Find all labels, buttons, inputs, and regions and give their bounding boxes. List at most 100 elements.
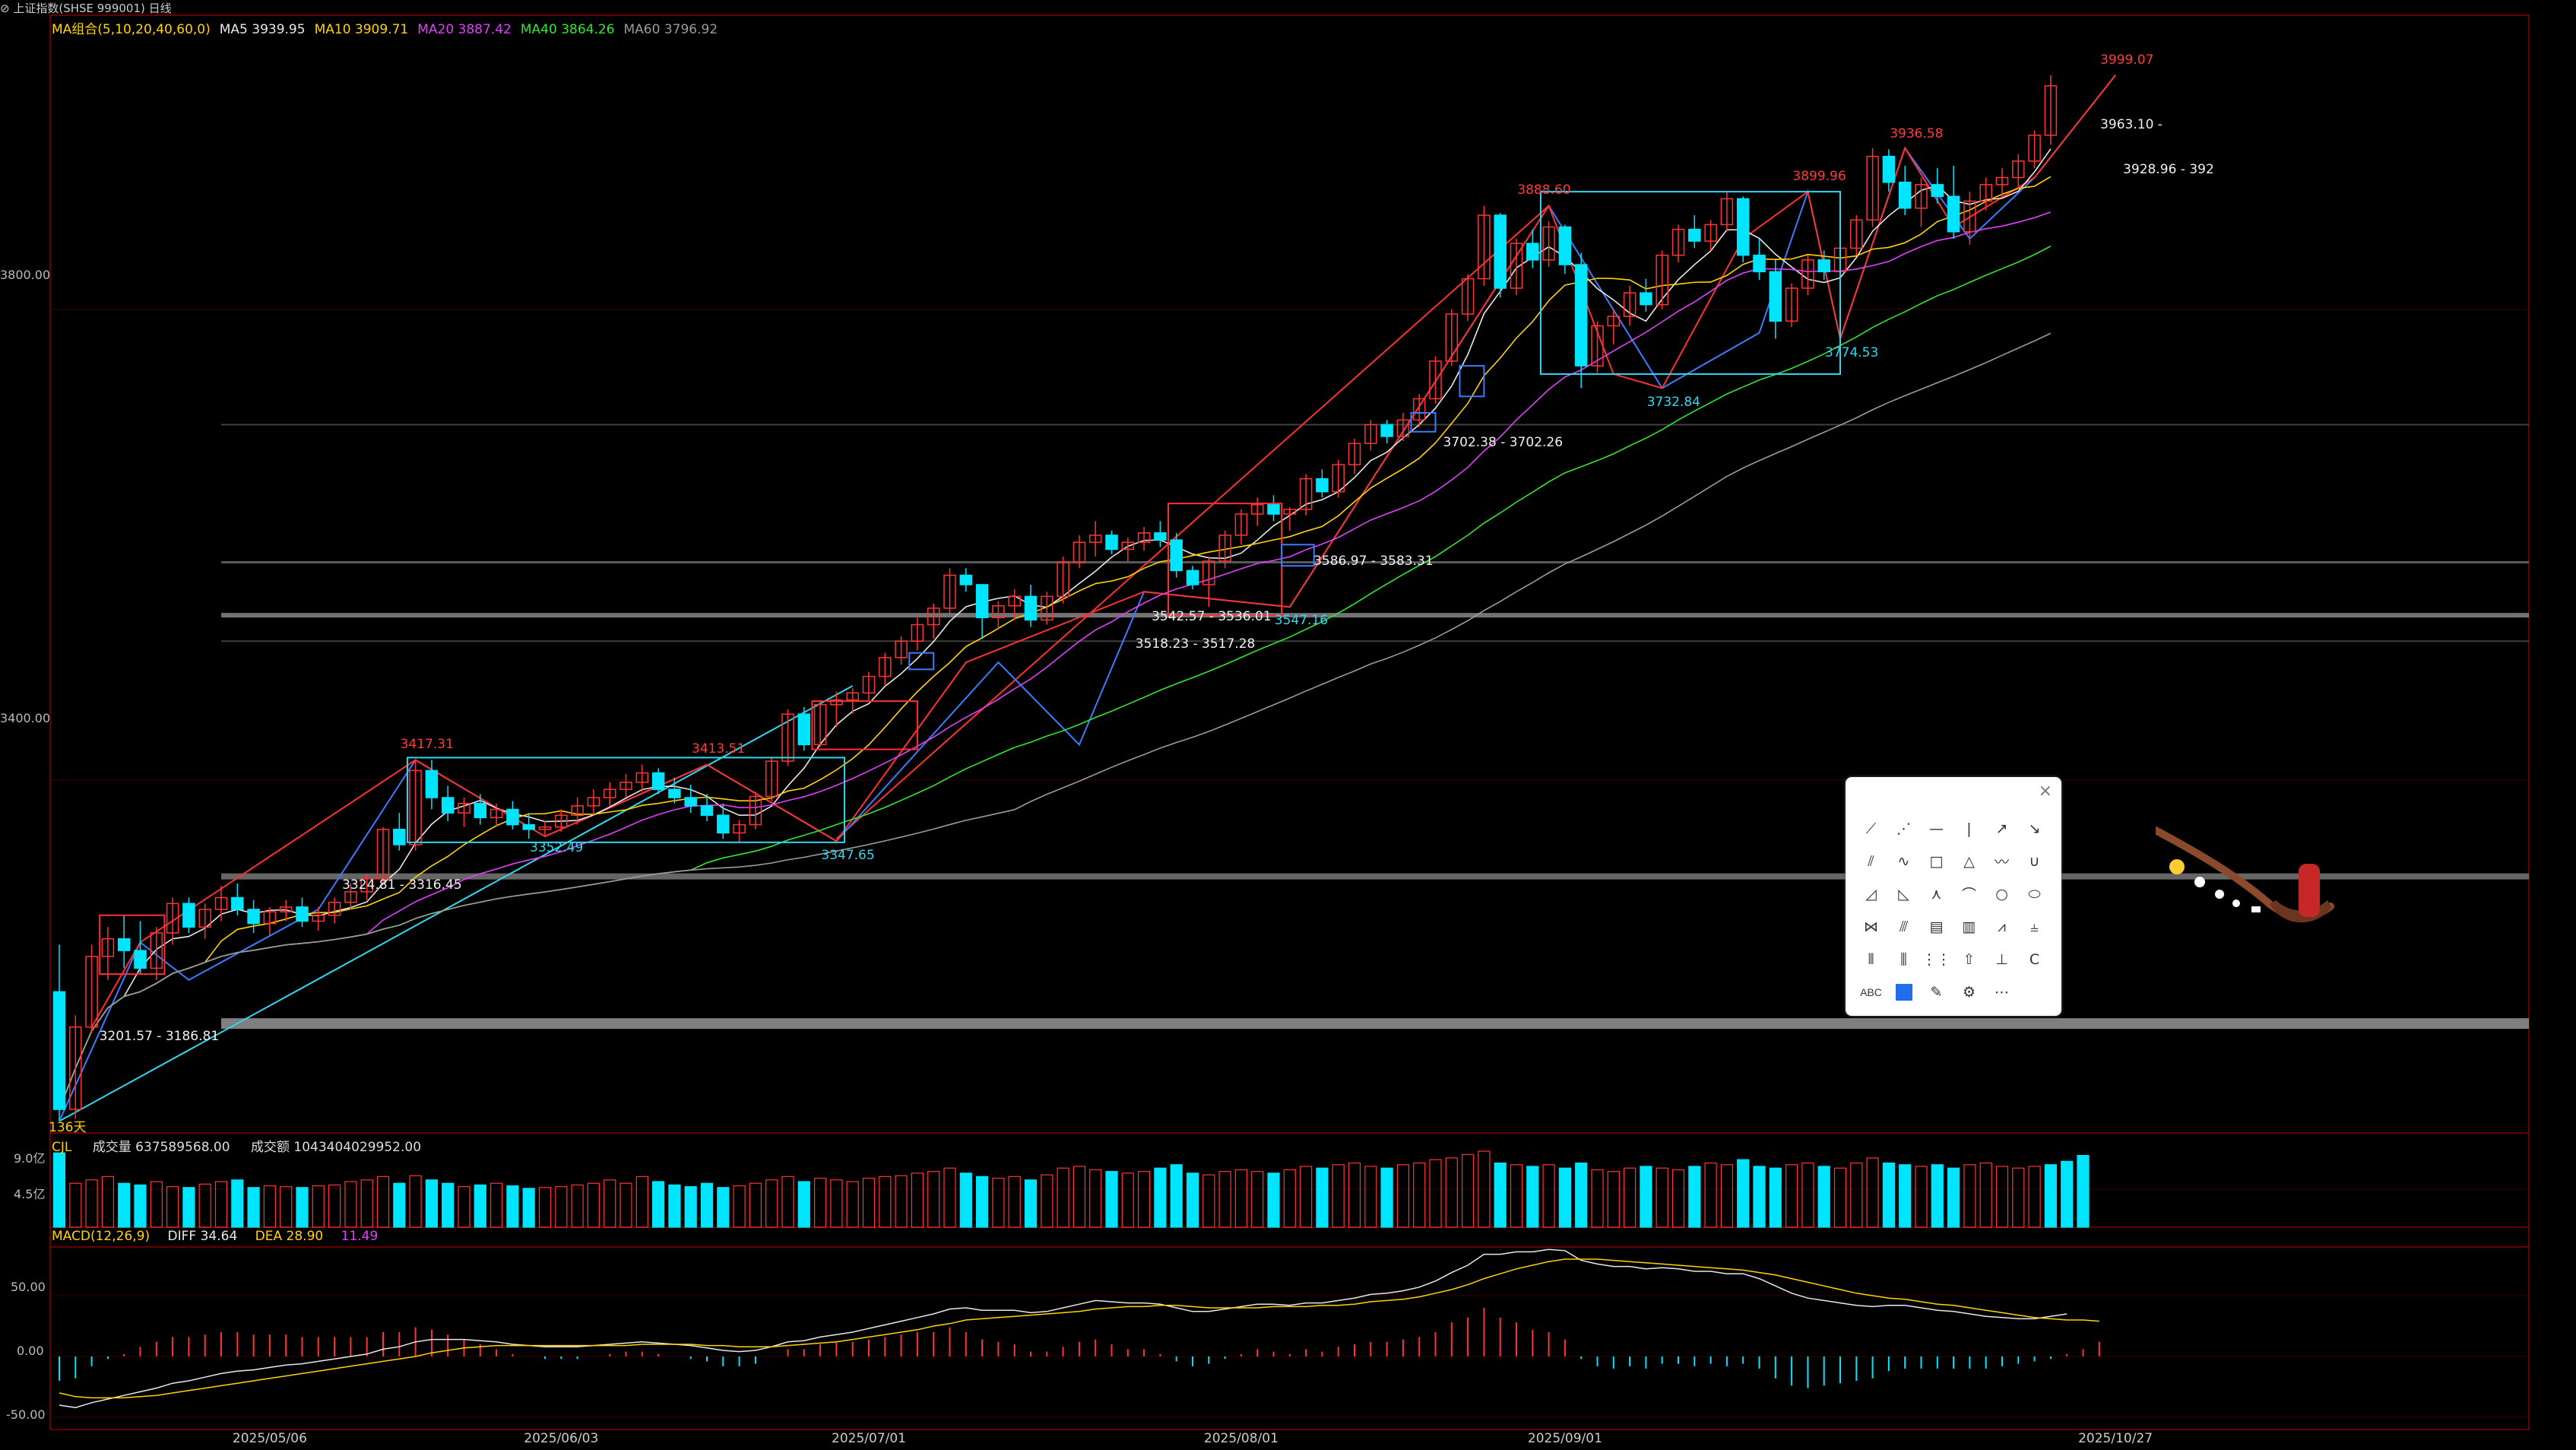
candle-body xyxy=(409,769,422,846)
ma-group-label[interactable]: MA组合(5,10,20,40,60,0) xyxy=(52,22,211,37)
gann-angle-icon[interactable]: ◺ xyxy=(1898,885,1909,903)
candle xyxy=(1817,250,1830,281)
volume-bar xyxy=(1591,1169,1604,1228)
candle-body xyxy=(1412,398,1426,421)
volume-name[interactable]: CJL xyxy=(52,1140,72,1155)
more-icon[interactable]: ⋯ xyxy=(1995,983,2009,1001)
volume-bar xyxy=(1154,1167,1167,1228)
volume-bar xyxy=(263,1185,276,1228)
candle xyxy=(2012,154,2025,190)
triangle-icon[interactable]: △ xyxy=(1963,852,1975,870)
candle xyxy=(668,777,681,804)
ellipse-icon[interactable]: ⬭ xyxy=(2028,885,2041,903)
ray-up-icon[interactable]: ↗ xyxy=(1995,820,2008,837)
candle xyxy=(1073,535,1086,569)
candle-body xyxy=(134,950,147,969)
parallel-lines-icon[interactable]: ⫽ xyxy=(1868,852,1874,870)
fib-time-icon[interactable]: ⫼ xyxy=(1900,950,1907,968)
time-cycle-icon[interactable]: ⦀ xyxy=(1868,950,1874,968)
volume-bar xyxy=(911,1172,924,1228)
candle xyxy=(635,764,649,792)
fib-retracement-icon[interactable]: ▤ xyxy=(1929,918,1944,935)
volume-bar xyxy=(1753,1166,1766,1228)
volume-bar xyxy=(1801,1162,1814,1228)
candle xyxy=(862,671,876,700)
candle-body xyxy=(150,932,163,969)
volume-bar xyxy=(733,1185,746,1228)
price-range-icon[interactable]: ⊥ xyxy=(1995,950,2008,968)
candle xyxy=(927,603,940,639)
volume-bar xyxy=(166,1186,179,1228)
eraser-icon[interactable]: ✎ xyxy=(1930,983,1943,1001)
polyline-icon[interactable]: ∿ xyxy=(1897,852,1910,870)
arc-icon[interactable]: ∪ xyxy=(2029,852,2040,870)
candle xyxy=(182,897,195,933)
candle xyxy=(765,756,778,801)
circle-icon[interactable]: ○ xyxy=(1995,885,2008,903)
candle xyxy=(1267,495,1280,522)
candle xyxy=(458,798,471,827)
channel-icon[interactable]: ⫨ xyxy=(2030,918,2039,935)
price-annotation: 3774.53 xyxy=(1825,345,1879,361)
candle xyxy=(134,921,147,975)
volume-bar xyxy=(1833,1167,1847,1228)
macd-name[interactable]: MACD(12,26,9) xyxy=(52,1229,151,1244)
arrow-up-icon[interactable]: ⇧ xyxy=(1963,950,1976,968)
color-fill-icon[interactable] xyxy=(1887,976,1920,1008)
candle-body xyxy=(1574,264,1588,366)
horizontal-line-icon[interactable]: — xyxy=(1929,820,1944,837)
close-icon[interactable]: × xyxy=(2038,782,2052,801)
volume-bar xyxy=(101,1176,114,1228)
volume-bar xyxy=(1137,1171,1151,1228)
angle-icon[interactable]: ◿ xyxy=(1865,885,1877,903)
text-label-icon[interactable]: ABC xyxy=(1860,985,1882,998)
red-trendline xyxy=(835,205,1550,839)
rectangle-icon[interactable]: □ xyxy=(1929,852,1944,870)
volume-bar xyxy=(1624,1167,1637,1228)
candle xyxy=(1218,530,1231,569)
period-icon[interactable]: Ⅽ xyxy=(2029,950,2040,968)
gann-box-icon[interactable]: ⋈ xyxy=(1864,918,1878,935)
candle-body xyxy=(1526,243,1539,261)
vertical-line-icon[interactable]: | xyxy=(1966,820,1972,837)
price-annotation: 3732.84 xyxy=(1646,394,1700,410)
candle-body xyxy=(1607,316,1621,327)
candle xyxy=(1234,509,1248,545)
candle-body xyxy=(166,903,179,934)
candle xyxy=(992,601,1005,630)
candle xyxy=(717,803,730,839)
cycle-arc-icon[interactable]: ⌒ xyxy=(1961,887,1976,903)
volume-bar xyxy=(1186,1172,1199,1228)
candle xyxy=(830,691,843,728)
settings-icon[interactable]: ⚙ xyxy=(1962,983,1976,1001)
candle xyxy=(555,809,568,832)
volume-bar xyxy=(1267,1172,1280,1228)
range-box xyxy=(406,757,846,843)
gann-time-icon[interactable]: ⋮⋮ xyxy=(1922,950,1951,968)
wave-icon[interactable]: 〰 xyxy=(1994,854,2009,871)
y-label-3400: 3400.00 xyxy=(0,711,51,725)
candle-body xyxy=(1202,560,1215,585)
candle-body xyxy=(927,608,940,626)
ray-down-icon[interactable]: ↘ xyxy=(2028,820,2041,837)
volume-bar xyxy=(150,1181,163,1228)
volume-bar xyxy=(975,1176,989,1228)
candle-body xyxy=(1591,325,1604,366)
dashed-line-icon[interactable]: ⋰ xyxy=(1896,820,1911,837)
candle-body xyxy=(879,657,892,677)
fib-extension-icon[interactable]: ▥ xyxy=(1962,918,1976,935)
speed-lines-icon[interactable]: ⩘ xyxy=(1998,918,2006,935)
volume-bar xyxy=(749,1182,762,1228)
line-segment-icon[interactable]: ⟋ xyxy=(1865,820,1877,837)
volume-bar xyxy=(1251,1171,1264,1228)
candle xyxy=(1671,224,1685,262)
chart-title[interactable]: ⊘ 上证指数(SHSE 999001) 日线 xyxy=(0,2,172,15)
ma-value: MA5 3939.95 xyxy=(219,22,306,37)
candle-body xyxy=(263,911,277,925)
volume-bar xyxy=(344,1181,357,1228)
fib-fan-icon[interactable]: ⫻ xyxy=(1899,918,1909,935)
candle xyxy=(1316,469,1329,498)
fan-icon[interactable]: ⋏ xyxy=(1931,885,1942,903)
candle xyxy=(1542,221,1555,268)
